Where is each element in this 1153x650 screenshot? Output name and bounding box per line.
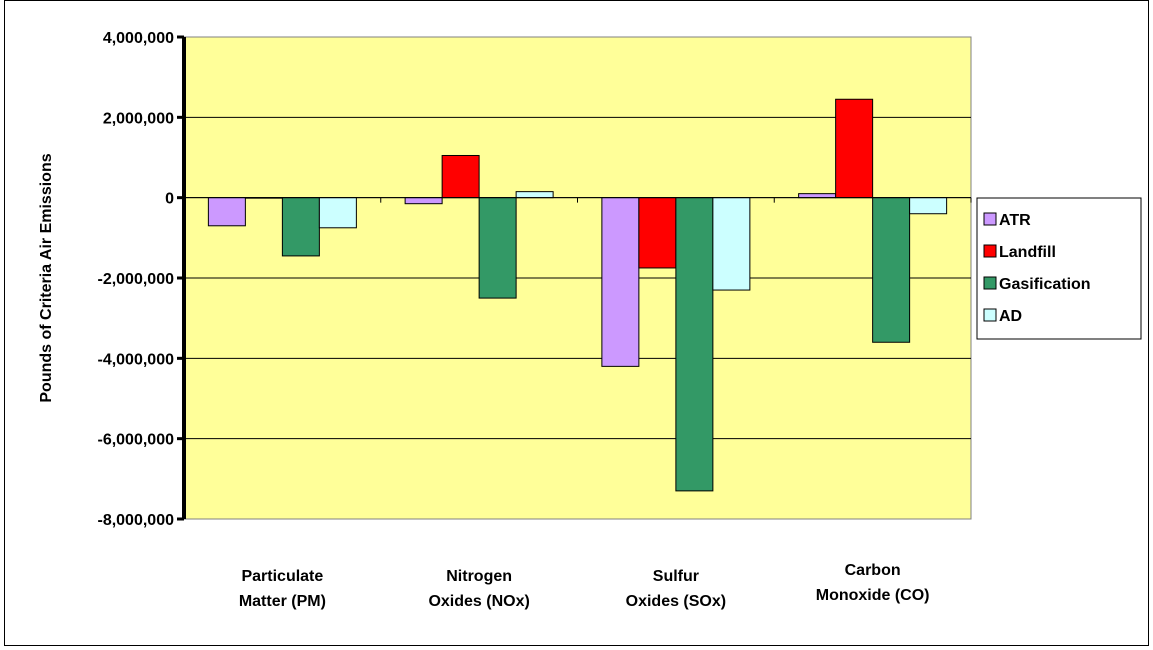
bar-ad-3 <box>712 197 751 291</box>
y-tick-label: -6,000,000 <box>97 432 174 449</box>
y-tick-label: -2,000,000 <box>97 271 174 288</box>
legend-swatch-ad <box>983 308 997 322</box>
category-label-4: Monoxide (CO) <box>816 587 930 604</box>
category-label-1: Matter (PM) <box>239 593 326 610</box>
bar-atr-3 <box>601 197 640 367</box>
category-label-2: Oxides (NOx) <box>428 593 529 610</box>
bar-gasification-3 <box>675 197 714 492</box>
bar-landfill-3 <box>638 197 677 269</box>
legend-swatch-atr <box>983 212 997 226</box>
legend-swatch-landfill <box>983 244 997 258</box>
bar-atr-4 <box>798 193 837 199</box>
y-tick-label: 0 <box>165 191 174 208</box>
bar-landfill-4 <box>835 98 874 199</box>
bar-atr-2 <box>404 197 443 205</box>
category-label-3: Sulfur <box>653 568 699 585</box>
legend-label-ad: AD <box>999 308 1022 325</box>
legend-swatch-gasification <box>983 276 997 290</box>
category-label-1: Particulate <box>241 568 323 585</box>
category-label-4: Carbon <box>845 562 901 579</box>
bar-gasification-2 <box>478 197 517 299</box>
legend: ATR Landfill Gasification AD <box>976 197 1142 340</box>
y-tick-label: 4,000,000 <box>103 30 174 47</box>
bar-landfill-2 <box>441 154 480 199</box>
bar-atr-1 <box>207 197 246 227</box>
category-label-2: Nitrogen <box>446 568 512 585</box>
bar-ad-2 <box>515 191 554 199</box>
bar-ad-1 <box>318 197 357 229</box>
y-axis-title: Pounds of Criteria Air Emissions <box>38 153 55 402</box>
chart-svg: 4,000,000 2,000,000 0 -2,000,000 -4,000,000 -… <box>38 30 1142 610</box>
bar-ad-4 <box>909 197 948 215</box>
category-label-3: Oxides (SOx) <box>626 593 726 610</box>
legend-box <box>976 197 1142 340</box>
y-tick-label: -8,000,000 <box>97 512 174 529</box>
bar-gasification-4 <box>872 197 911 343</box>
labels-layer: 4,000,000 2,000,000 0 -2,000,000 -4,000,000 -… <box>38 30 930 610</box>
y-tick-label: 2,000,000 <box>103 110 174 127</box>
legend-label-landfill: Landfill <box>999 244 1056 261</box>
legend-label-atr: ATR <box>999 212 1031 229</box>
chart-frame: 4,000,000 2,000,000 0 -2,000,000 -4,000,000 -… <box>4 0 1149 646</box>
y-tick-label: -4,000,000 <box>97 351 174 368</box>
legend-label-gasification: Gasification <box>999 276 1091 293</box>
bars-layer <box>207 98 948 492</box>
axis-layer <box>177 35 972 521</box>
bar-gasification-1 <box>281 197 320 257</box>
